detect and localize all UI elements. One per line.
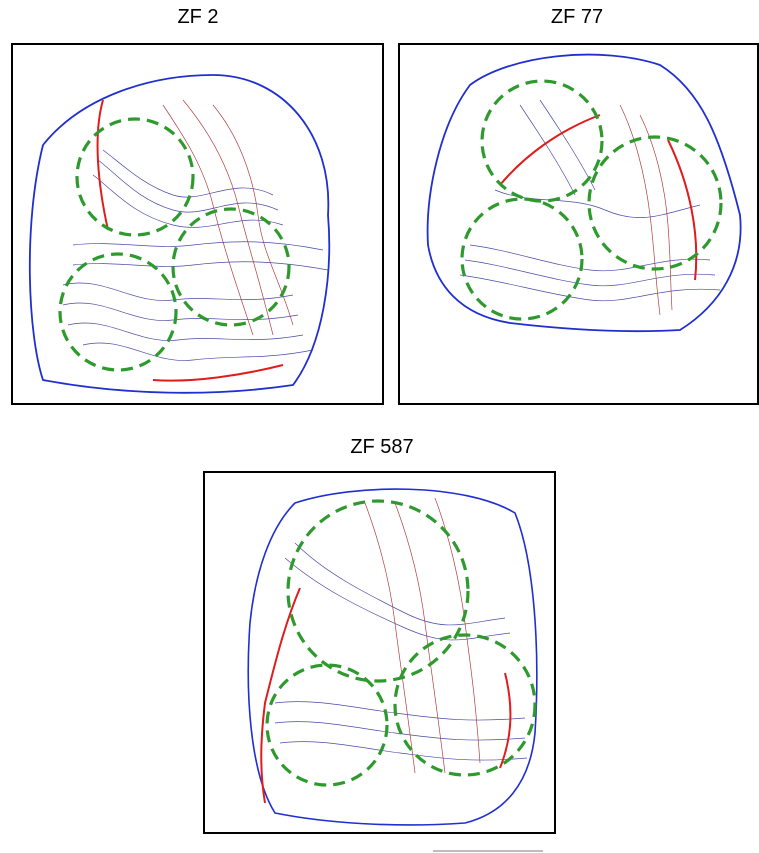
contour-line [83,343,313,361]
outline-boundary-red [98,100,108,230]
receptive-field-circles [60,119,289,370]
outline-boundary-red [500,115,600,185]
panel-title-zf77: ZF 77 [517,6,637,29]
contour-line [460,275,720,301]
receptive-field-circles [462,81,721,319]
contour-panel-zf2 [11,43,384,405]
outline-boundary-blue [248,489,537,825]
panel-title-zf587: ZF 587 [322,436,442,459]
field-circle [267,665,387,785]
contour-line [285,558,510,640]
field-circle [288,501,468,681]
contour-line [295,543,505,625]
field-circle [395,635,535,775]
contour-line [98,160,278,212]
contour-panel-zf77 [398,43,759,405]
contour-line [275,702,525,720]
contour-line [520,105,575,195]
contour-lines [460,100,720,315]
contour-line [540,100,595,190]
contour-line [163,105,253,335]
field-circle [462,199,582,319]
contour-line [183,100,273,335]
scale-bar [433,850,543,852]
field-circle [482,81,602,201]
outline-boundary-red [500,673,510,768]
contour-map-zf587 [205,473,553,831]
panel-title-zf2: ZF 2 [138,6,258,29]
contour-map-zf77 [400,45,756,402]
contour-line [495,190,700,218]
contour-line [280,742,527,760]
outline-boundary-blue [30,75,329,393]
receptive-field-circles [267,501,535,785]
contour-panel-zf587 [203,471,556,834]
contour-map-zf2 [13,45,381,402]
contour-line [68,323,303,341]
field-circle [60,254,176,370]
field-circle [589,137,721,269]
contour-line [63,303,298,321]
contour-lines [63,100,328,361]
outline-boundary-red [153,365,283,381]
contour-line [395,503,445,773]
field-circle [77,119,193,235]
